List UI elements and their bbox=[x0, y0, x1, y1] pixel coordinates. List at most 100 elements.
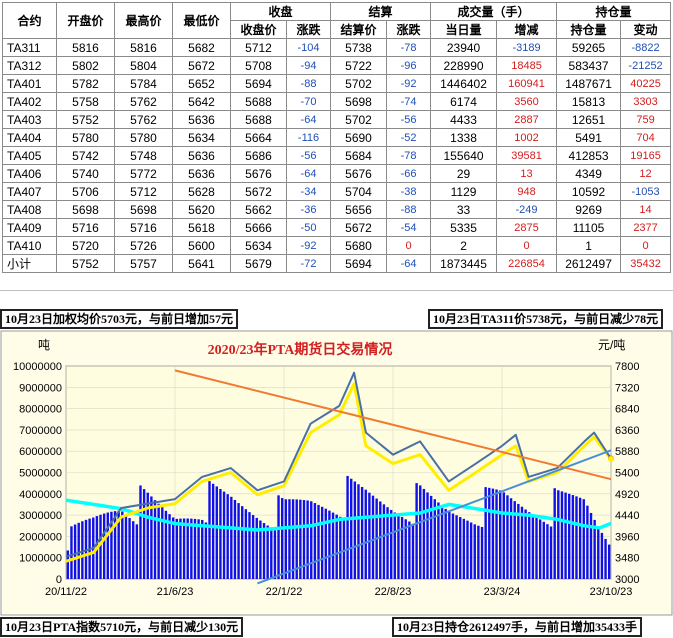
volume-bar bbox=[520, 506, 524, 579]
right-tick-label: 7800 bbox=[615, 361, 639, 373]
table-cell: -92 bbox=[285, 236, 332, 255]
table-cell: 5642 bbox=[172, 92, 231, 111]
table-cell: 5712 bbox=[114, 182, 173, 201]
table-cell: 5335 bbox=[430, 218, 498, 237]
right-tick-label: 5400 bbox=[615, 468, 639, 480]
volume-bar bbox=[121, 511, 124, 579]
volume-bar bbox=[328, 510, 331, 579]
volume-bar bbox=[81, 521, 84, 579]
volume-bar bbox=[415, 483, 418, 579]
futures-quote-table: 合约 开盘价 最高价 最低价 收盘 结算 成交量（手） 持仓量 收盘价 涨跌 结… bbox=[2, 2, 672, 273]
table-cell: 5784 bbox=[114, 74, 173, 93]
annotation-pta-index: 10月23日PTA指数5710元，与前日减少130元 bbox=[0, 617, 244, 637]
volume-bar bbox=[117, 510, 120, 579]
volume-bar bbox=[77, 522, 80, 579]
table-cell: 29 bbox=[430, 164, 498, 183]
volume-bar bbox=[459, 517, 462, 579]
table-cell: 5738 bbox=[330, 38, 388, 57]
volume-bar bbox=[538, 519, 542, 579]
table-cell: 5636 bbox=[172, 146, 231, 165]
table-row: TA410 5720 5726 5600 5634 -92 5680 0 2 0 1 0 bbox=[2, 236, 672, 255]
table-cell: -72 bbox=[285, 254, 332, 273]
volume-bar bbox=[488, 487, 491, 579]
table-cell: 5742 bbox=[56, 146, 115, 165]
header-high: 最高价 bbox=[114, 2, 173, 39]
volume-bar bbox=[208, 481, 211, 579]
volume-bar bbox=[397, 514, 400, 579]
table-cell: -64 bbox=[285, 110, 332, 129]
contract-cell: TA409 bbox=[2, 218, 57, 237]
table-row: TA312 5802 5804 5672 5708 -94 5722 -96 228990 184… bbox=[2, 56, 672, 75]
volume-bar bbox=[106, 512, 109, 579]
volume-bar bbox=[517, 503, 520, 579]
volume-bar bbox=[477, 525, 480, 579]
table-cell: 5688 bbox=[230, 92, 287, 111]
contract-cell: TA406 bbox=[2, 164, 57, 183]
table-cell: 5686 bbox=[230, 146, 287, 165]
table-cell: 948 bbox=[496, 182, 558, 201]
volume-bar bbox=[124, 514, 128, 579]
table-row: TA311 5816 5816 5682 5712 -104 5738 -78 23940 -31… bbox=[2, 38, 672, 57]
volume-bar bbox=[331, 512, 335, 579]
volume-bar bbox=[589, 512, 593, 579]
volume-bar bbox=[226, 494, 229, 579]
volume-bar bbox=[73, 524, 77, 579]
table-row: TA409 5716 5716 5618 5666 -50 5672 -54 5335 2875 1… bbox=[2, 218, 672, 237]
x-tick-label: 20/11/22 bbox=[45, 586, 87, 598]
table-cell: 5684 bbox=[330, 146, 388, 165]
volume-bar bbox=[175, 518, 179, 579]
volume-bar bbox=[66, 550, 70, 579]
volume-bar bbox=[491, 488, 495, 579]
annotation-weighted-average: 10月23日加权均价5703元，与前日增加57元 bbox=[0, 309, 239, 329]
table-cell: 12651 bbox=[556, 110, 622, 129]
table-cell: 5664 bbox=[230, 128, 287, 147]
table-cell: 5641 bbox=[172, 254, 231, 273]
left-tick-label: 5000000 bbox=[19, 468, 62, 480]
volume-bar bbox=[357, 484, 360, 579]
table-cell: 228990 bbox=[430, 56, 498, 75]
open-interest-line bbox=[65, 498, 612, 532]
volume-bar bbox=[531, 514, 535, 579]
table-cell: 5666 bbox=[230, 218, 287, 237]
table-cell: 5688 bbox=[230, 110, 287, 129]
table-cell: 0 bbox=[386, 236, 432, 255]
header-close-change: 涨跌 bbox=[285, 20, 332, 39]
table-cell: 5618 bbox=[172, 218, 231, 237]
group-header-oi: 持仓量 bbox=[556, 2, 672, 21]
volume-bar bbox=[280, 498, 284, 579]
volume-bar bbox=[506, 495, 509, 579]
volume-bar bbox=[164, 510, 168, 579]
contract-cell: TA410 bbox=[2, 236, 57, 255]
table-row: TA404 5780 5780 5634 5664 -116 5690 -52 1338 1002… bbox=[2, 128, 672, 147]
left-tick-label: 7000000 bbox=[19, 425, 62, 437]
volume-bar bbox=[368, 492, 371, 579]
table-cell: 5816 bbox=[56, 38, 115, 57]
volume-bar bbox=[502, 492, 506, 579]
table-cell: 5782 bbox=[56, 74, 115, 93]
volume-bar bbox=[157, 503, 160, 579]
volume-bar bbox=[495, 489, 498, 579]
table-row: TA406 5740 5772 5636 5676 -64 5676 -66 29 13 4349 1… bbox=[2, 164, 672, 183]
table-cell: 5676 bbox=[330, 164, 388, 183]
table-cell: 5816 bbox=[114, 38, 173, 57]
table-row: 小计 5752 5757 5641 5679 -72 5694 -64 1873445 22685… bbox=[2, 254, 672, 273]
header-close-price: 收盘价 bbox=[230, 20, 287, 39]
left-tick-label: 10000000 bbox=[13, 361, 62, 373]
right-tick-label: 7320 bbox=[615, 382, 639, 394]
x-tick-label: 22/1/22 bbox=[266, 586, 303, 598]
table-cell: 226854 bbox=[496, 254, 558, 273]
right-tick-label: 4920 bbox=[615, 489, 639, 501]
table-cell: 5672 bbox=[330, 218, 388, 237]
table-cell: 5656 bbox=[330, 200, 388, 219]
contract-cell: TA405 bbox=[2, 146, 57, 165]
group-header-close: 收盘 bbox=[229, 2, 332, 21]
down-trend-line bbox=[174, 369, 612, 481]
table-cell: 5716 bbox=[56, 218, 115, 237]
volume-bar bbox=[186, 518, 189, 579]
volume-bar bbox=[179, 518, 182, 579]
right-tick-label: 3000 bbox=[615, 574, 639, 586]
table-cell: -21252 bbox=[620, 56, 672, 75]
table-cell: 5757 bbox=[114, 254, 173, 273]
left-tick-label: 6000000 bbox=[19, 446, 62, 458]
table-cell: 5491 bbox=[556, 128, 622, 147]
